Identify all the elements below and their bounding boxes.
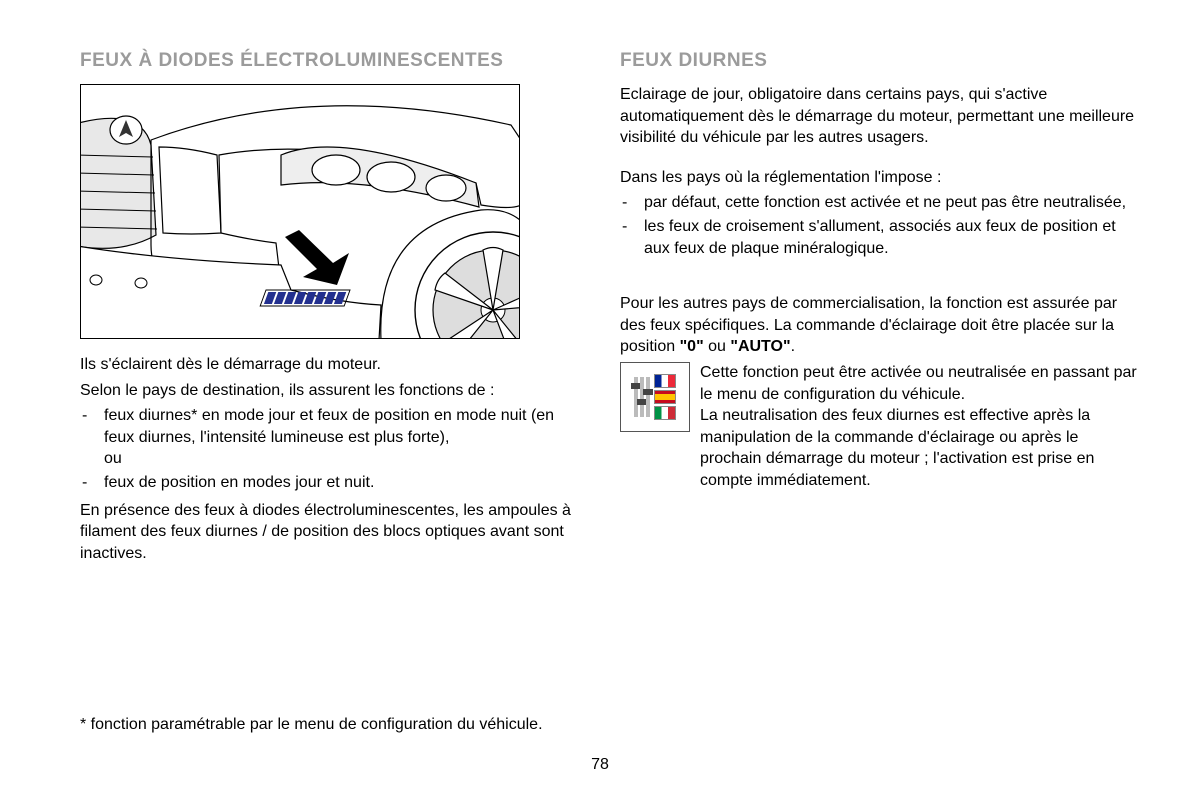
right-b2: les feux de croisement s'allument, assoc… <box>644 216 1140 259</box>
left-p3: En présence des feux à diodes électrolum… <box>80 500 580 565</box>
car-illustration <box>80 84 520 339</box>
left-b2: feux de position en modes jour et nuit. <box>104 472 374 494</box>
flag-fr-icon <box>654 374 676 388</box>
heading-drl: FEUX DIURNES <box>620 50 1140 72</box>
left-bullets: - feux diurnes* en mode jour et feux de … <box>80 405 580 493</box>
footnote: * fonction paramétrable par le menu de c… <box>80 714 580 736</box>
flag-it-icon <box>654 406 676 420</box>
config-note: Cette fonction peut être activée ou neut… <box>620 362 1140 492</box>
page-number: 78 <box>0 756 1200 774</box>
heading-led: FEUX À DIODES ÉLECTROLUMINESCENTES <box>80 50 580 72</box>
right-bullets: - par défaut, cette fonction est activée… <box>620 192 1140 259</box>
left-p1: Ils s'éclairent dès le démarrage du mote… <box>80 354 580 376</box>
left-p2: Selon le pays de destination, ils assure… <box>80 380 580 402</box>
note2: La neutralisation des feux diurnes est e… <box>700 407 1094 489</box>
right-p1: Eclairage de jour, obligatoire dans cert… <box>620 84 1140 149</box>
right-p2: Dans les pays où la réglementation l'imp… <box>620 167 1140 189</box>
left-b1b: ou <box>104 450 122 467</box>
note1: Cette fonction peut être activée ou neut… <box>700 364 1137 403</box>
right-p3: Pour les autres pays de commercialisatio… <box>620 293 1140 358</box>
config-menu-icon <box>620 362 690 432</box>
right-b1: par défaut, cette fonction est activée e… <box>644 192 1126 214</box>
flag-es-icon <box>654 390 676 404</box>
left-b1: feux diurnes* en mode jour et feux de po… <box>104 407 554 446</box>
